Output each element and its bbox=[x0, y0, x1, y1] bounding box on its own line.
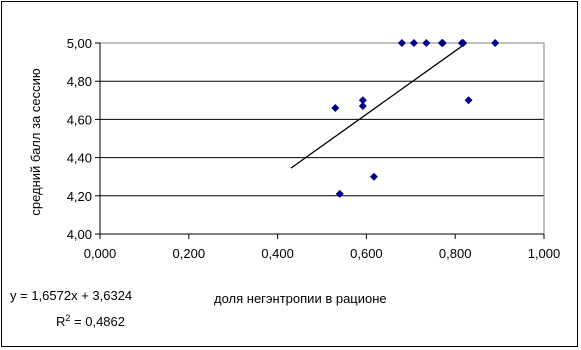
data-point bbox=[459, 39, 468, 47]
x-tick-label: 0,400 bbox=[261, 246, 294, 261]
trendline-equation: y = 1,6572x + 3,6324 bbox=[10, 288, 132, 303]
data-point bbox=[422, 39, 431, 47]
r-squared-label: R2 = 0,4862 bbox=[56, 313, 125, 329]
x-axis-label: доля негэнтропии в рационе bbox=[214, 291, 387, 306]
x-tick-label: 0,000 bbox=[84, 246, 117, 261]
x-tick-label: 0,800 bbox=[439, 246, 472, 261]
axes bbox=[95, 42, 545, 239]
y-tick-label: 4,40 bbox=[67, 151, 92, 166]
y-tick-label: 4,20 bbox=[67, 189, 92, 204]
data-point bbox=[358, 102, 367, 111]
x-tick-label: 0,200 bbox=[173, 246, 206, 261]
x-tick-label: 0,600 bbox=[350, 246, 383, 261]
data-point bbox=[331, 103, 340, 112]
data-point bbox=[358, 96, 367, 105]
y-axis-label: средний балл за сессию bbox=[28, 68, 43, 216]
r-squared-superscript: 2 bbox=[65, 313, 70, 323]
r-squared-symbol: R bbox=[56, 314, 65, 329]
tick-labels: 4,00 4,20 4,40 4,60 4,80 5,00 0,000 0,200 0,400 0… bbox=[67, 36, 561, 261]
y-tick-label: 4,80 bbox=[67, 74, 92, 89]
data-point bbox=[438, 39, 447, 47]
data-point bbox=[491, 39, 500, 47]
y-tick-label: 5,00 bbox=[67, 36, 92, 51]
data-points bbox=[331, 39, 500, 198]
data-point bbox=[335, 189, 344, 198]
gridlines bbox=[100, 42, 544, 235]
y-tick-label: 4,00 bbox=[67, 227, 92, 242]
y-tick-label: 4,60 bbox=[67, 112, 92, 127]
data-point bbox=[409, 39, 418, 47]
data-point bbox=[369, 172, 378, 181]
trendline bbox=[290, 42, 467, 169]
trendline-line bbox=[290, 42, 467, 169]
x-tick-label: 1,000 bbox=[528, 246, 561, 261]
r-squared-value: = 0,4862 bbox=[70, 314, 125, 329]
plot-area-border bbox=[99, 42, 545, 235]
data-point bbox=[397, 39, 406, 47]
data-point bbox=[464, 96, 473, 105]
